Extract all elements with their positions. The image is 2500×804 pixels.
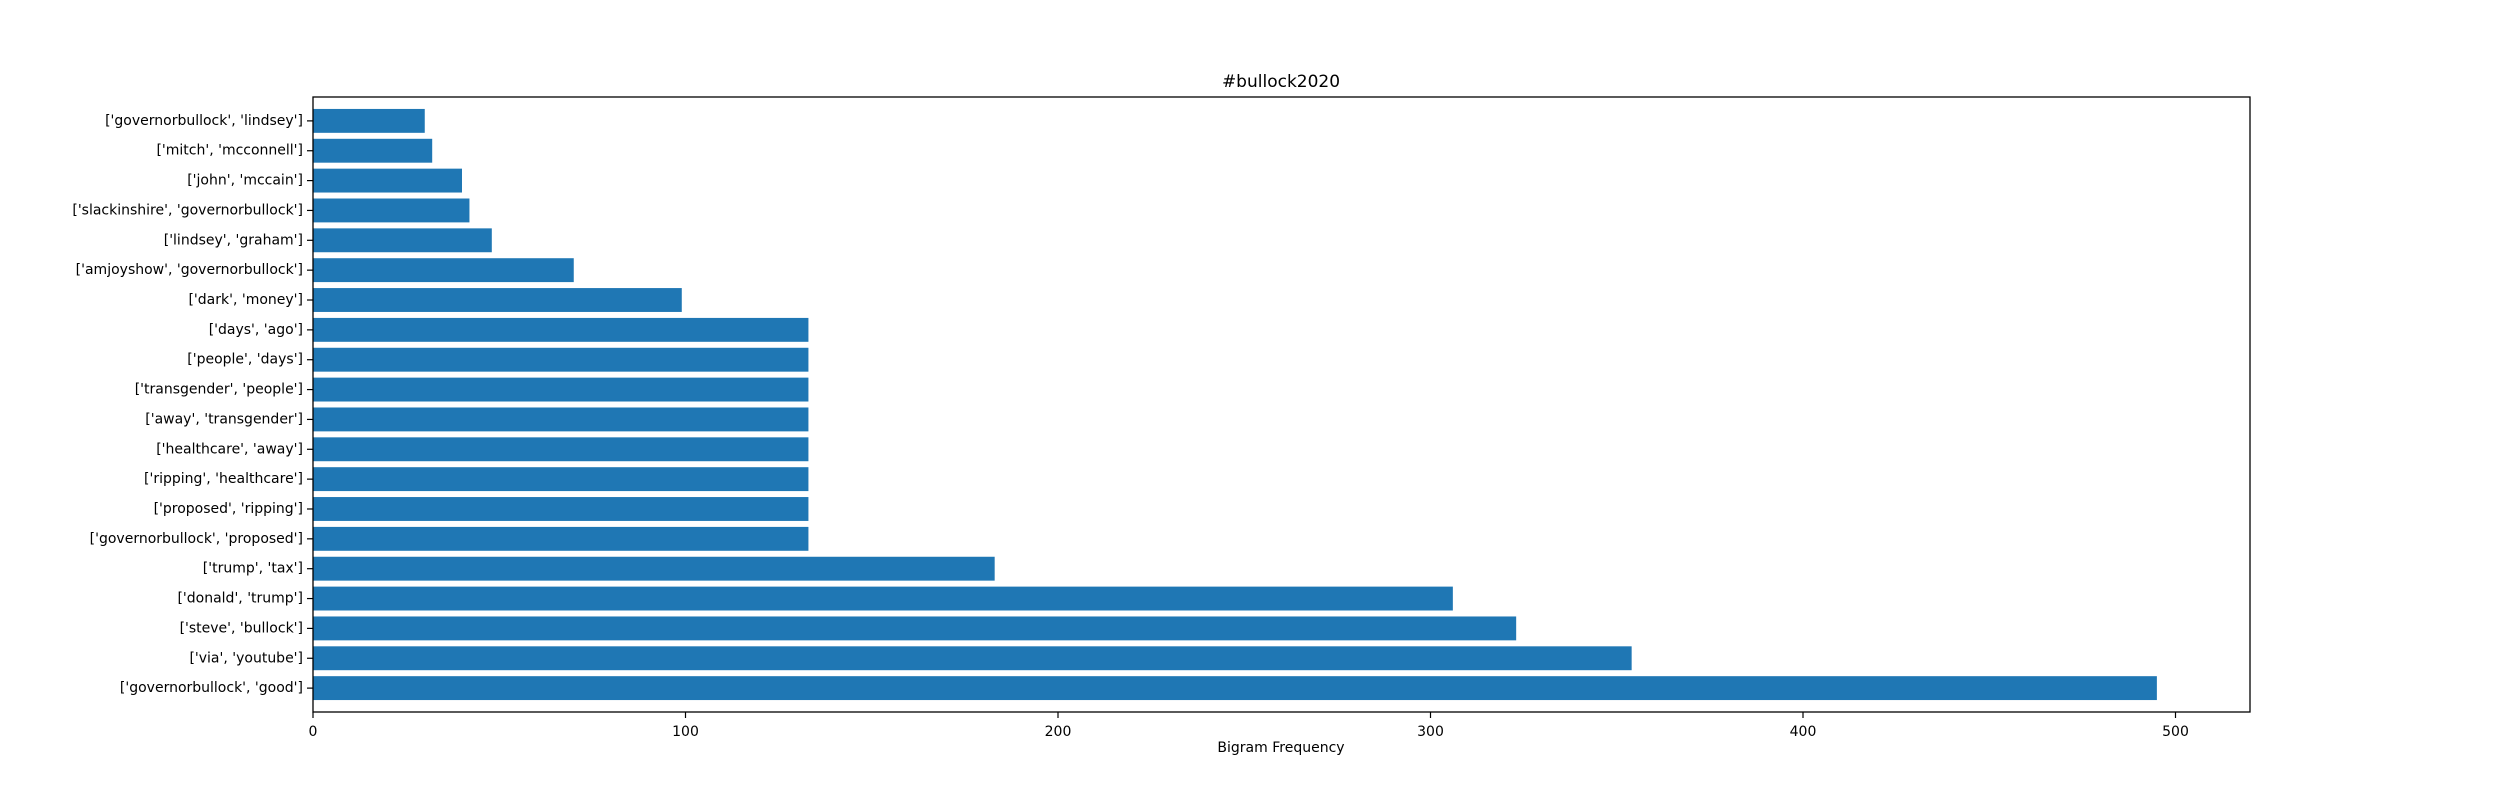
y-tick-label: ['lindsey', 'graham'] <box>164 232 303 248</box>
y-tick-label: ['days', 'ago'] <box>209 322 303 338</box>
chart-title: #bullock2020 <box>1222 72 1340 92</box>
bar <box>313 556 995 581</box>
bar <box>313 676 2157 701</box>
y-tick-label: ['steve', 'bullock'] <box>180 620 303 636</box>
bar <box>313 497 809 521</box>
bar <box>313 228 492 253</box>
y-tick-label: ['donald', 'trump'] <box>177 591 303 607</box>
y-tick-label: ['slackinshire', 'governorbullock'] <box>72 202 303 218</box>
x-tick-label: 500 <box>2162 724 2189 740</box>
bar <box>313 407 809 432</box>
bar <box>313 108 425 133</box>
bar <box>313 317 809 342</box>
bar <box>313 288 682 312</box>
y-tick-label: ['dark', 'money'] <box>188 292 303 308</box>
bars-group <box>313 108 2157 701</box>
y-axis: ['governorbullock', 'good'] ['via', 'yout… <box>72 113 313 696</box>
y-tick-label: ['trump', 'tax'] <box>203 561 303 577</box>
y-tick-label: ['healthcare', 'away'] <box>156 441 303 457</box>
x-tick-label: 300 <box>1417 724 1444 740</box>
bar <box>313 646 1632 671</box>
y-tick-label: ['governorbullock', 'proposed'] <box>90 531 303 547</box>
bar <box>313 168 462 193</box>
y-tick-label: ['proposed', 'ripping'] <box>154 501 303 517</box>
x-tick-label: 0 <box>309 724 318 740</box>
bar <box>313 616 1517 641</box>
x-tick-label: 100 <box>672 724 699 740</box>
y-tick-label: ['people', 'days'] <box>187 352 303 368</box>
y-tick-label: ['john', 'mccain'] <box>187 173 303 189</box>
bar <box>313 467 809 492</box>
y-tick-label: ['governorbullock', 'lindsey'] <box>105 113 303 129</box>
x-tick-label: 200 <box>1045 724 1072 740</box>
bar <box>313 526 809 551</box>
x-axis: 0 100 200 300 400 500 <box>309 712 2189 740</box>
plot-frame <box>312 96 2251 713</box>
y-tick-label: ['governorbullock', 'good'] <box>120 680 303 696</box>
bar <box>313 437 809 462</box>
bar <box>313 347 809 372</box>
y-tick-label: ['ripping', 'healthcare'] <box>144 471 303 487</box>
bar <box>313 258 574 283</box>
x-axis-label: Bigram Frequency <box>1217 740 1344 756</box>
bar <box>313 138 433 163</box>
y-tick-label: ['amjoyshow', 'governorbullock'] <box>76 262 303 278</box>
x-tick-label: 400 <box>1790 724 1817 740</box>
y-tick-label: ['transgender', 'people'] <box>135 382 303 398</box>
bar <box>313 198 470 223</box>
bar <box>313 586 1453 611</box>
y-tick-label: ['away', 'transgender'] <box>145 411 303 427</box>
bar <box>313 377 809 402</box>
y-tick-label: ['mitch', 'mcconnell'] <box>156 143 303 159</box>
y-tick-label: ['via', 'youtube'] <box>189 650 303 666</box>
